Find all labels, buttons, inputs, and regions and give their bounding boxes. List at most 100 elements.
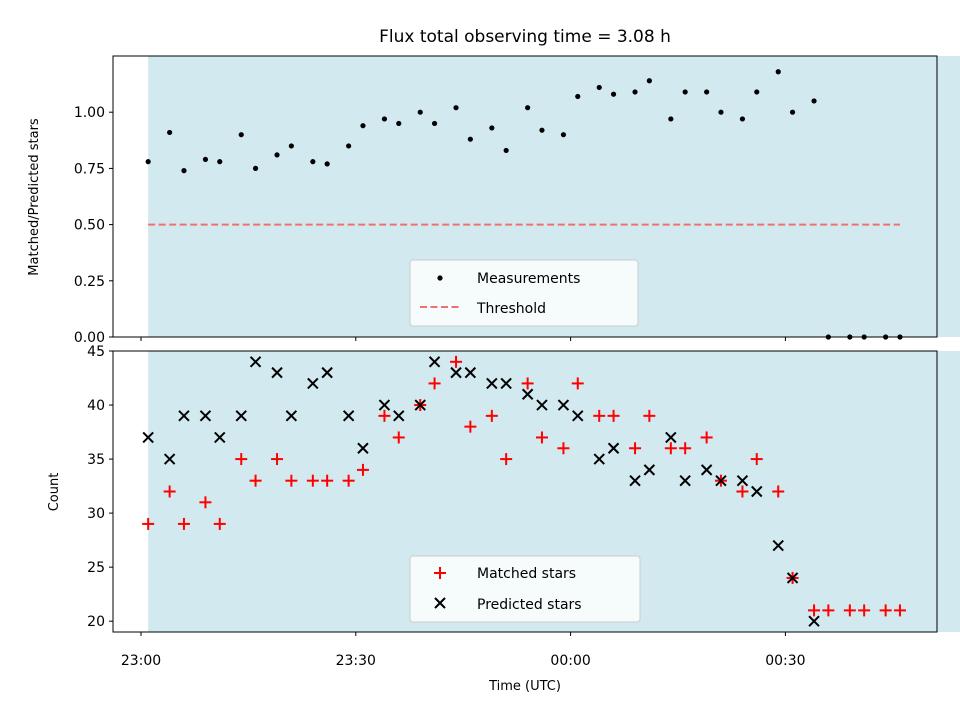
matched-star-point-38 <box>808 604 821 617</box>
measurement-point-25 <box>575 93 581 100</box>
legend-measurements-marker <box>437 275 443 281</box>
predicted-star-point-4 <box>199 410 212 422</box>
predicted-star-stroke-b <box>342 410 355 422</box>
y-tick-label: 40 <box>87 398 105 414</box>
predicted-star-point-13 <box>357 442 369 454</box>
measurement-point-31 <box>682 89 688 95</box>
predicted-star-point-2 <box>163 453 176 465</box>
predicted-star-point-38 <box>808 615 820 627</box>
measurement-point-13 <box>360 123 366 129</box>
measurement-point-18 <box>453 105 459 111</box>
axes-frame-panel-1 <box>112 55 938 338</box>
matched-star-point-6 <box>235 453 248 466</box>
measurement-point-30 <box>668 116 674 122</box>
predicted-star-point-29 <box>643 464 656 476</box>
predicted-star-stroke-b <box>593 453 605 465</box>
legend-threshold-label: Threshold <box>476 301 546 317</box>
measurement-point-16 <box>417 109 423 115</box>
predicted-star-stroke-b <box>235 410 247 422</box>
predicted-star-point-1 <box>142 431 154 444</box>
matched-star-point-10 <box>306 474 319 487</box>
predicted-star-point-19 <box>464 366 477 379</box>
predicted-star-stroke-b <box>808 615 820 627</box>
y-tick-label: 35 <box>87 452 105 468</box>
y-axis-label-bottom: Count <box>47 473 62 512</box>
x-tick-label: 23:00 <box>121 653 161 669</box>
predicted-star-stroke-b <box>715 474 727 487</box>
matched-star-point-11 <box>321 474 334 487</box>
matched-star-point-36 <box>772 485 785 498</box>
y-tick-label: 0.75 <box>74 161 105 177</box>
measurement-point-34 <box>739 116 746 122</box>
predicted-star-point-16 <box>414 399 426 411</box>
matched-star-point-41 <box>858 604 871 617</box>
measurement-point-12 <box>346 143 352 149</box>
predicted-star-stroke-b <box>643 464 656 476</box>
legend-matched-label: Matched stars <box>477 566 576 582</box>
y-tick-label: 20 <box>87 614 105 630</box>
matched-star-point-23 <box>535 431 548 444</box>
predicted-star-point-25 <box>572 410 584 422</box>
matched-star-point-5 <box>213 517 226 530</box>
predicted-star-stroke-b <box>486 377 498 390</box>
predicted-star-stroke-b <box>285 410 298 422</box>
predicted-star-point-26 <box>593 453 605 465</box>
predicted-star-point-24 <box>557 399 570 411</box>
predicted-star-point-7 <box>249 356 262 368</box>
predicted-star-stroke-b <box>249 356 262 368</box>
measurement-point-10 <box>310 159 316 165</box>
legend-predicted-label: Predicted stars <box>477 597 582 613</box>
predicted-star-stroke-b <box>450 366 462 379</box>
matched-star-point-39 <box>822 604 835 617</box>
predicted-star-point-9 <box>285 410 298 422</box>
matched-star-point-30 <box>664 442 677 455</box>
matched-star-point-7 <box>249 474 262 487</box>
predicted-star-stroke-b <box>751 485 763 498</box>
chart-title: Flux total observing time = 3.08 h <box>379 27 671 47</box>
predicted-star-stroke-b <box>307 377 319 390</box>
y-tick-label: 0.25 <box>74 274 105 290</box>
matched-star-point-4 <box>199 496 212 509</box>
matched-star-point-24 <box>557 442 570 455</box>
predicted-star-point-8 <box>271 366 283 379</box>
measurement-point-38 <box>811 98 817 104</box>
predicted-star-point-14 <box>378 399 391 411</box>
matched-star-point-26 <box>593 409 606 422</box>
predicted-star-stroke-b <box>357 442 369 454</box>
matched-star-point-28 <box>629 442 642 455</box>
predicted-star-point-37 <box>786 572 799 584</box>
measurement-point-5 <box>217 159 223 165</box>
predicted-star-point-23 <box>536 399 548 411</box>
predicted-star-stroke-b <box>521 388 534 400</box>
matched-star-point-35 <box>750 453 763 466</box>
matched-star-point-2 <box>163 485 176 498</box>
predicted-star-point-27 <box>607 442 620 454</box>
predicted-star-stroke-b <box>536 399 548 411</box>
predicted-star-point-12 <box>342 410 355 422</box>
measurement-point-1 <box>145 159 151 165</box>
predicted-star-stroke-b <box>736 474 749 487</box>
measurement-point-22 <box>525 105 531 111</box>
matched-star-point-1 <box>142 517 155 530</box>
predicted-star-stroke-b <box>321 366 333 379</box>
matched-star-point-3 <box>177 517 190 530</box>
measurement-point-21 <box>503 147 509 154</box>
matched-star-point-22 <box>521 377 534 390</box>
predicted-star-stroke-b <box>464 366 477 379</box>
measurement-point-23 <box>539 127 545 133</box>
measurement-point-29 <box>646 78 652 84</box>
background-layer <box>148 56 960 632</box>
predicted-star-point-31 <box>679 474 691 487</box>
predicted-star-point-15 <box>393 410 405 422</box>
measurement-point-7 <box>252 165 259 171</box>
legend-top-frame <box>409 259 639 327</box>
predicted-star-stroke-b <box>199 410 212 422</box>
measurement-point-2 <box>167 129 173 136</box>
predicted-star-stroke-b <box>428 356 441 368</box>
matched-star-point-20 <box>485 409 498 422</box>
predicted-star-stroke-b <box>414 399 426 411</box>
matched-star-point-14 <box>378 409 391 422</box>
measurement-point-27 <box>610 91 617 97</box>
predicted-star-point-11 <box>321 366 333 379</box>
